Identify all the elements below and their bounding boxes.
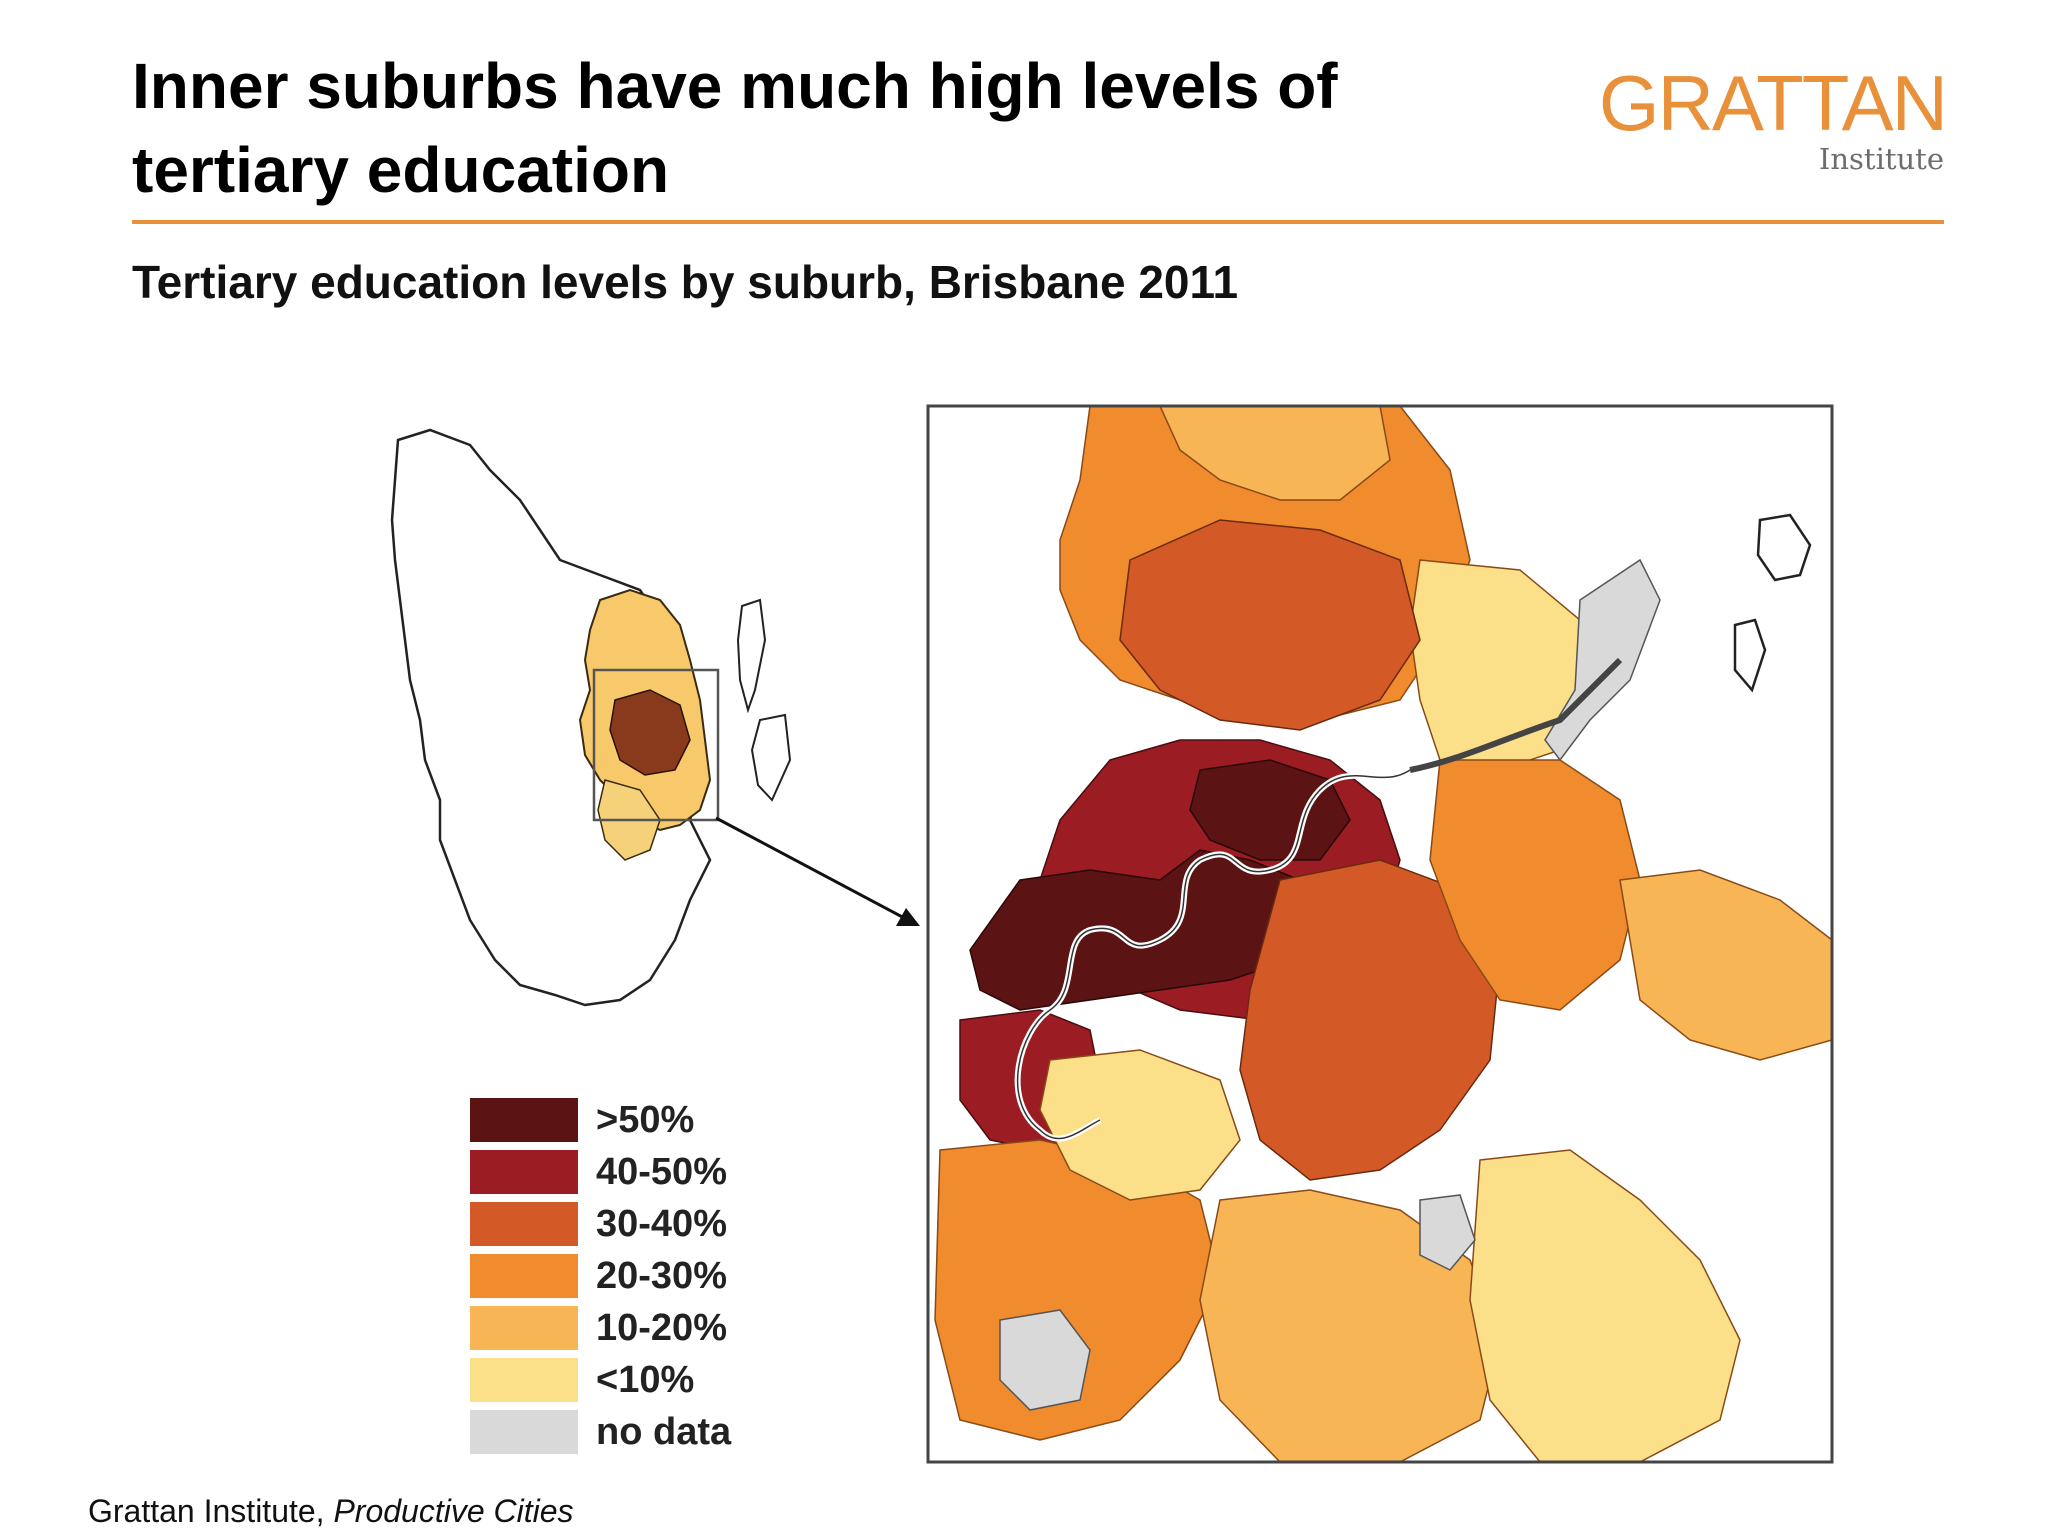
legend-label: 40-50%: [596, 1151, 727, 1193]
map-legend: >50% 40-50% 30-40% 20-30% 10-20% <10% no data: [470, 1094, 790, 1458]
inset-arrowhead: [896, 908, 920, 926]
source-note: Grattan Institute, Productive Cities: [88, 1492, 574, 1530]
grattan-logo: GRATTAN Institute: [1596, 58, 1948, 178]
legend-label: 30-40%: [596, 1203, 727, 1245]
logo-subtext: Institute: [1818, 142, 1944, 176]
zone-no-data-southwest: [999, 1309, 1091, 1411]
legend-swatch: [470, 1202, 578, 1246]
legend-item: 20-30%: [470, 1250, 790, 1302]
chart-subtitle: Tertiary education levels by suburb, Bri…: [132, 256, 1239, 308]
legend-item: 30-40%: [470, 1198, 790, 1250]
zone-10-20-far-east: [1619, 869, 1832, 1061]
zone-10-20-northwest: [1159, 406, 1391, 501]
page-title: Inner suburbs have much high levels of t…: [132, 50, 1338, 206]
zone-over-50-north-core: [1189, 759, 1351, 861]
legend-swatch: [470, 1358, 578, 1402]
zone-30-40-central-north: [1119, 519, 1421, 731]
legend-swatch: [470, 1254, 578, 1298]
source-organisation: Grattan Institute,: [88, 1493, 334, 1529]
legend-label: 10-20%: [596, 1307, 727, 1349]
legend-label: <10%: [596, 1359, 695, 1401]
legend-item: >50%: [470, 1094, 790, 1146]
legend-label: no data: [596, 1411, 732, 1453]
legend-item: no data: [470, 1406, 790, 1458]
legend-swatch: [470, 1410, 578, 1454]
inset-arrow-shaft: [715, 816, 909, 922]
zone-under-10-southeast: [1469, 1149, 1741, 1462]
legend-label: >50%: [596, 1099, 695, 1141]
zone-no-data-south: [1419, 1194, 1476, 1271]
legend-swatch: [470, 1098, 578, 1142]
legend-swatch: [470, 1150, 578, 1194]
legend-label: 20-30%: [596, 1255, 727, 1297]
legend-item: 10-20%: [470, 1302, 790, 1354]
brisbane-river-edge: [1016, 769, 1411, 1140]
overview-map: [390, 428, 920, 1007]
overview-island: [736, 598, 767, 714]
overview-inset-box: [592, 668, 720, 822]
river-mouth: [1409, 657, 1623, 773]
legend-item: <10%: [470, 1354, 790, 1406]
detail-map: [926, 404, 1834, 1464]
overview-urban-dense: [609, 689, 691, 776]
zone-20-30-east: [1429, 759, 1641, 1011]
legend-swatch: [470, 1306, 578, 1350]
bay-island-outline: [1756, 513, 1812, 582]
bay-island-small: [1733, 618, 1767, 693]
source-publication: Productive Cities: [333, 1493, 574, 1529]
legend-item: 40-50%: [470, 1146, 790, 1198]
overview-island-south: [750, 713, 792, 802]
detail-map-frame: [926, 404, 1834, 1464]
zone-under-10-southwest: [1039, 1049, 1241, 1201]
header-divider: [132, 220, 1944, 224]
overview-region-outline: [390, 428, 712, 1007]
logo-wordmark: GRATTAN: [1598, 59, 1948, 147]
